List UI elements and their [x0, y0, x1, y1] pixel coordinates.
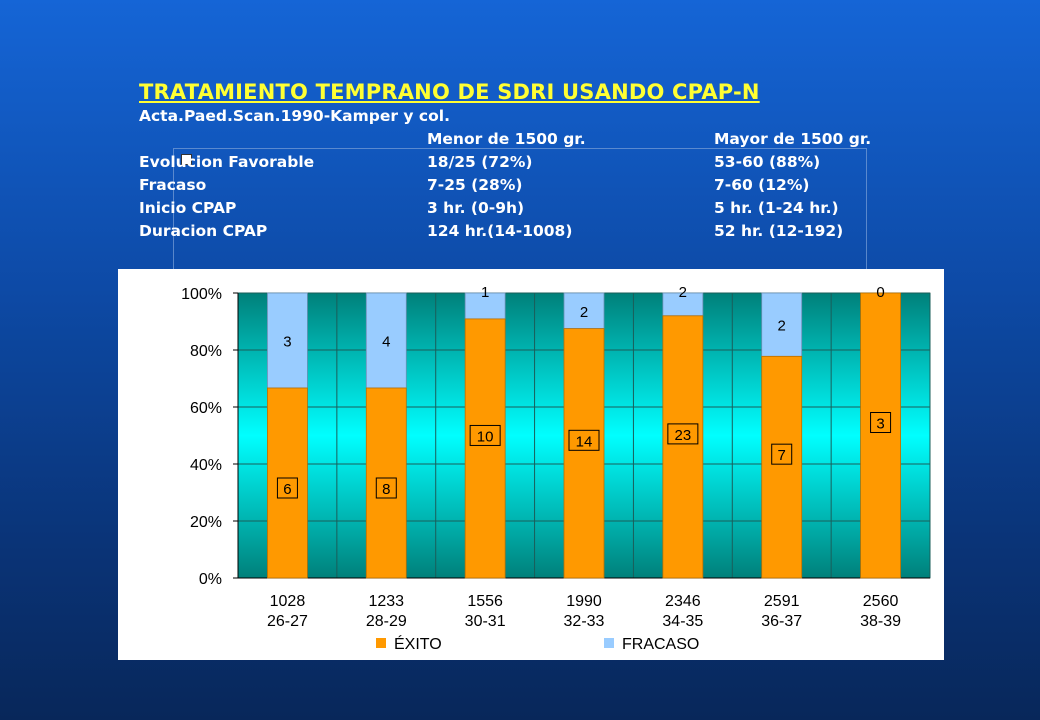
- y-tick-label: 20%: [190, 514, 222, 531]
- y-tick-label: 0%: [199, 571, 222, 588]
- x-tick-label: 1556: [467, 593, 503, 610]
- x-tick-sublabel: 34-35: [662, 613, 703, 630]
- exito-label-box: [870, 412, 892, 433]
- exito-data-label: 7: [778, 447, 786, 464]
- bar-exito: [860, 292, 901, 579]
- y-tick-label: 80%: [190, 343, 222, 360]
- row-inicio-under: 3 hr. (0-9h): [427, 199, 525, 217]
- stacked-bar-chart: 0%20%40%60%80%100%36102826-2748123328-29…: [181, 284, 931, 653]
- exito-label-box: [667, 423, 699, 445]
- slide-title: TRATAMIENTO TEMPRANO DE SDRI USANDO CPAP…: [139, 80, 760, 104]
- bar-exito: [464, 318, 506, 579]
- x-tick-sublabel: 32-33: [564, 613, 605, 630]
- row-evolucion-under: 18/25 (72%): [427, 153, 533, 171]
- row-duracion-under: 124 hr.(14-1008): [427, 222, 573, 240]
- bar-fracaso: [267, 292, 308, 389]
- image-placeholder-icon: [181, 154, 192, 165]
- legend-swatch: [376, 638, 386, 648]
- row-fracaso-over: 7-60 (12%): [714, 176, 810, 194]
- fracaso-data-label: 2: [778, 318, 786, 335]
- fracaso-data-label: 1: [481, 284, 489, 301]
- exito-data-label: 8: [382, 481, 390, 498]
- legend-swatch: [604, 638, 614, 648]
- y-tick-label: 100%: [181, 286, 222, 303]
- bar-exito: [662, 315, 704, 579]
- x-tick-sublabel: 38-39: [860, 613, 901, 630]
- bar-exito: [267, 387, 308, 579]
- x-tick-sublabel: 36-37: [761, 613, 802, 630]
- y-tick-label: 60%: [190, 400, 222, 417]
- exito-data-label: 3: [876, 416, 884, 433]
- fracaso-data-label: 3: [283, 334, 291, 351]
- row-label-evolucion: Evolucion Favorable: [139, 153, 315, 171]
- x-tick-label: 2591: [764, 593, 800, 610]
- bar-exito: [563, 328, 605, 579]
- bar-fracaso: [563, 292, 605, 330]
- x-tick-label: 2346: [665, 593, 701, 610]
- table-header-under-1500: Menor de 1500 gr.: [427, 130, 586, 148]
- row-evolucion-over: 53-60 (88%): [714, 153, 821, 171]
- exito-label-box: [276, 477, 298, 499]
- bar-exito: [761, 355, 803, 579]
- row-label-duracion: Duracion CPAP: [139, 222, 268, 240]
- exito-label-box: [469, 424, 501, 446]
- table-header-over-1500: Mayor de 1500 gr.: [714, 130, 872, 148]
- exito-data-label: 14: [576, 433, 593, 450]
- x-tick-label: 2560: [863, 593, 899, 610]
- x-tick-sublabel: 26-27: [267, 613, 308, 630]
- x-tick-label: 1990: [566, 593, 602, 610]
- bar-fracaso: [761, 292, 803, 357]
- legend-label: FRACASO: [622, 636, 699, 653]
- exito-data-label: 6: [283, 481, 291, 498]
- row-inicio-over: 5 hr. (1-24 hr.): [714, 199, 839, 217]
- chart-panel: 0% 20% 40% 60% 80% 100% 3 6 1028 26-27 4 8 1233 28-29…: [118, 269, 944, 660]
- row-label-fracaso: Fracaso: [139, 176, 207, 194]
- citation: Acta.Paed.Scan.1990-Kamper y col.: [139, 107, 450, 125]
- fracaso-data-label: 4: [382, 334, 390, 351]
- x-tick-label: 1028: [270, 593, 306, 610]
- row-label-inicio: Inicio CPAP: [139, 199, 237, 217]
- exito-label-box: [568, 429, 600, 451]
- bar-exito: [365, 387, 407, 579]
- row-fracaso-under: 7-25 (28%): [427, 176, 523, 194]
- fracaso-data-label: 0: [876, 284, 884, 301]
- x-tick-sublabel: 28-29: [366, 613, 407, 630]
- bar-fracaso: [365, 292, 407, 389]
- exito-data-label: 23: [675, 427, 692, 444]
- legend-label: ÉXITO: [394, 634, 442, 653]
- fracaso-data-label: 2: [580, 304, 588, 321]
- y-tick-label: 40%: [190, 457, 222, 474]
- embedded-object-frame: [173, 148, 867, 271]
- row-duracion-over: 52 hr. (12-192): [714, 222, 844, 240]
- fracaso-data-label: 2: [679, 284, 687, 301]
- x-tick-label: 1233: [368, 593, 404, 610]
- exito-label-box: [375, 477, 397, 499]
- exito-label-box: [771, 443, 793, 465]
- exito-data-label: 10: [477, 428, 494, 445]
- x-tick-sublabel: 30-31: [465, 613, 506, 630]
